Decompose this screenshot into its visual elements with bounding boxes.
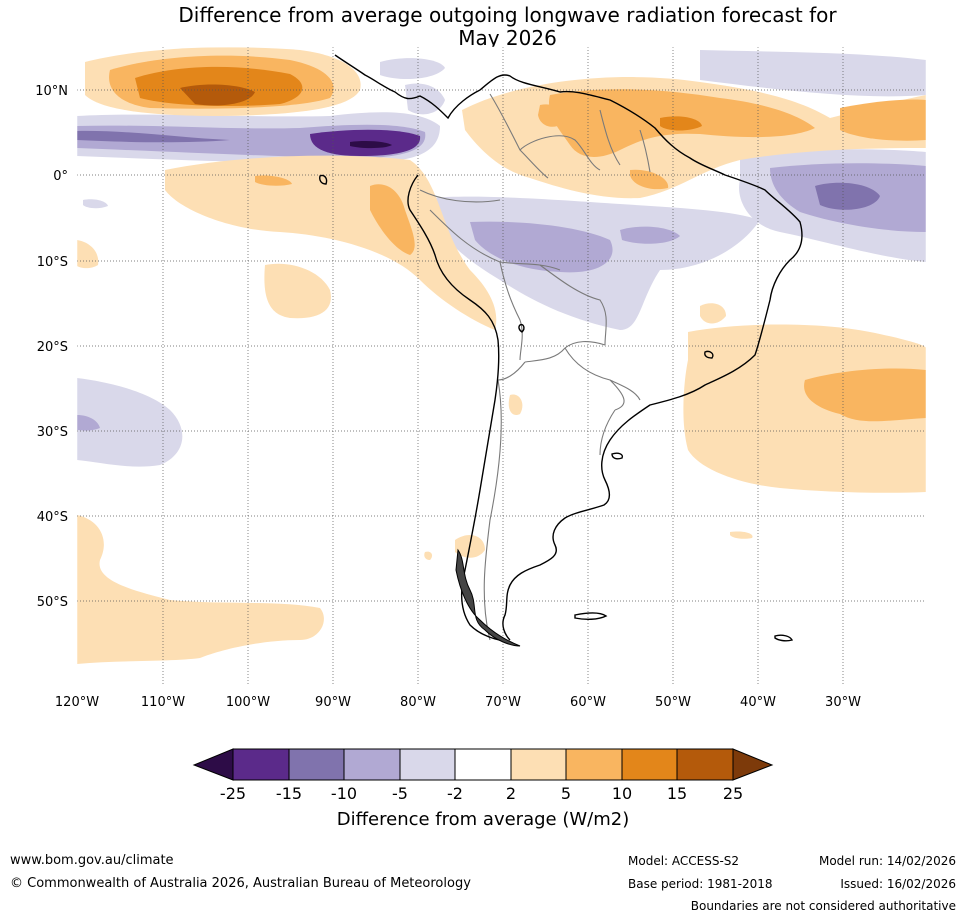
lon-label: 80°W xyxy=(400,695,436,710)
positive-anomaly-shading xyxy=(77,47,926,664)
footer-copyright: © Commonwealth of Australia 2026, Austra… xyxy=(10,876,471,891)
map-title-line2: May 2026 xyxy=(458,26,557,50)
footer-model-run: Model run: 14/02/2026 xyxy=(818,854,956,868)
colorbar-segment xyxy=(288,748,345,781)
coastlines xyxy=(319,54,803,643)
lon-label: 30°W xyxy=(825,695,861,710)
colorbar-segment xyxy=(621,748,678,781)
lat-label: 10°N xyxy=(35,84,68,99)
lon-label: 90°W xyxy=(315,695,351,710)
lat-label: 50°S xyxy=(37,595,68,610)
colorbar xyxy=(192,748,774,781)
colorbar-segment xyxy=(565,748,623,781)
colorbar-tick-label: 5 xyxy=(561,784,571,803)
gridlines xyxy=(77,47,926,685)
colorbar-segment xyxy=(232,748,290,781)
footer-website[interactable]: www.bom.gov.au/climate xyxy=(10,853,174,868)
colorbar-segment xyxy=(399,748,456,781)
colorbar-tick-label: 10 xyxy=(612,784,632,803)
colorbar-tick-label: -15 xyxy=(276,784,302,803)
lat-label: 10°S xyxy=(37,255,68,270)
latitude-labels: 10°N 0° 10°S 20°S 30°S 40°S 50°S xyxy=(35,84,68,610)
lon-label: 50°W xyxy=(655,695,691,710)
colorbar-segment xyxy=(192,748,234,781)
lon-label: 120°W xyxy=(55,695,99,710)
colorbar-segment xyxy=(510,748,567,781)
lon-label: 100°W xyxy=(226,695,270,710)
negative-anomaly-shading xyxy=(77,50,926,467)
colorbar-tick-label: -5 xyxy=(392,784,408,803)
footer-issued: Issued: 16/02/2026 xyxy=(840,877,956,891)
map-frame xyxy=(76,46,927,686)
country-borders xyxy=(419,93,651,641)
colorbar-tick-label: -10 xyxy=(331,784,357,803)
colorbar-tick-label: 25 xyxy=(723,784,743,803)
lon-label: 40°W xyxy=(740,695,776,710)
colorbar-tick-label: 15 xyxy=(667,784,687,803)
lon-label: 110°W xyxy=(141,695,185,710)
lat-label: 30°S xyxy=(37,425,68,440)
patagonia-islands xyxy=(455,548,521,647)
footer-base-period: Base period: 1981-2018 xyxy=(628,877,773,891)
footer-disclaimer: Boundaries are not considered authoritat… xyxy=(690,899,956,913)
colorbar-segment xyxy=(676,748,734,781)
map-title-line1: Difference from average outgoing longwav… xyxy=(178,3,837,27)
colorbar-segment xyxy=(343,748,401,781)
colorbar-segment xyxy=(454,748,512,781)
map-panel xyxy=(77,47,926,685)
lat-label: 40°S xyxy=(37,510,68,525)
footer-model: Model: ACCESS-S2 xyxy=(628,854,740,868)
lat-label: 20°S xyxy=(37,340,68,355)
colorbar-tick-label: 2 xyxy=(506,784,516,803)
colorbar-tick-label: -25 xyxy=(220,784,246,803)
map-title: Difference from average outgoing longwav… xyxy=(0,4,965,50)
colorbar-tick-label: -2 xyxy=(447,784,463,803)
lat-label: 0° xyxy=(53,169,68,184)
colorbar-tick-labels: -25 -15 -10 -5 -2 2 5 10 15 25 xyxy=(220,784,743,803)
lon-label: 70°W xyxy=(485,695,521,710)
lon-label: 60°W xyxy=(570,695,606,710)
longitude-labels: 120°W 110°W 100°W 90°W 80°W 70°W 60°W 50… xyxy=(55,695,861,710)
colorbar-segment xyxy=(732,748,774,781)
colorbar-title: Difference from average (W/m2) xyxy=(337,809,629,830)
